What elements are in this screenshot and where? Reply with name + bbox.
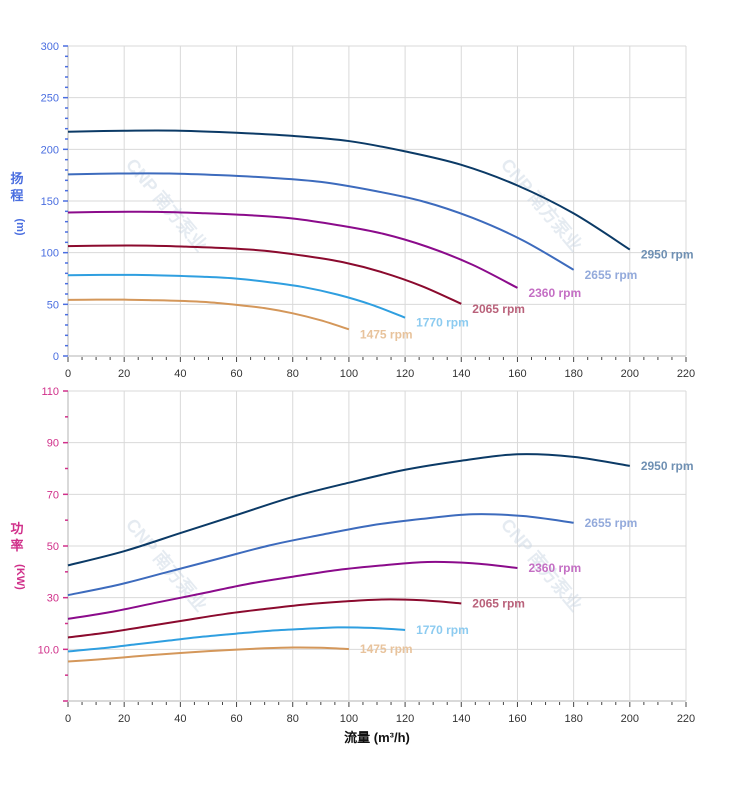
x-tick-label: 20 — [118, 713, 130, 725]
y-tick-label: 100 — [41, 248, 59, 260]
series-label: 2360 rpm — [528, 561, 581, 575]
x-tick-label: 0 — [65, 713, 71, 725]
watermark-logo: CNP 南方泵业 — [122, 154, 212, 255]
series-line-2360-rpm — [67, 210, 518, 289]
series-line-1770-rpm — [67, 273, 406, 319]
series-line-1475-rpm — [67, 298, 350, 331]
x-tick-label: 80 — [287, 713, 299, 725]
x-tick-label: 140 — [452, 713, 470, 725]
y-axis-title: 扬 — [10, 171, 23, 186]
y-tick-label: 10.0 — [38, 644, 59, 656]
series-label: 2065 rpm — [472, 596, 525, 610]
x-tick-label: 160 — [508, 713, 526, 725]
series-label: 2360 rpm — [528, 286, 581, 300]
series-line-2950-rpm — [67, 453, 630, 567]
series-line-2360-rpm — [67, 560, 518, 620]
x-tick-label: 20 — [118, 368, 130, 380]
series-label: 2655 rpm — [585, 516, 638, 530]
x-tick-label: 100 — [340, 713, 358, 725]
y-tick-label: 110 — [41, 386, 59, 398]
series-line-2950-rpm — [67, 129, 631, 251]
x-tick-label: 80 — [287, 368, 299, 380]
x-tick-label: 140 — [452, 368, 470, 380]
x-tick-label: 200 — [621, 368, 639, 380]
x-tick-label: 40 — [174, 713, 186, 725]
series-label: 1770 rpm — [416, 623, 469, 637]
series-line-1475-rpm — [67, 646, 349, 663]
x-tick-label: 120 — [396, 368, 414, 380]
series-label: 2950 rpm — [641, 248, 694, 262]
series-label: 1475 rpm — [360, 327, 413, 341]
x-tick-label: 180 — [564, 713, 582, 725]
y-tick-label: 150 — [41, 196, 59, 208]
series-label: 2655 rpm — [585, 268, 638, 282]
y-tick-label: 200 — [41, 144, 59, 156]
series-label: 1770 rpm — [416, 316, 469, 330]
y-axis-title: 功 — [10, 521, 23, 536]
y-tick-label: 30 — [47, 593, 59, 605]
series-label: 1475 rpm — [360, 642, 413, 656]
y-tick-label: 90 — [47, 438, 59, 450]
x-tick-label: 220 — [677, 713, 695, 725]
x-tick-label: 160 — [508, 368, 526, 380]
x-tick-label: 120 — [396, 713, 414, 725]
x-tick-label: 0 — [65, 368, 71, 380]
y-axis-title: (KW) — [14, 564, 26, 590]
y-tick-label: 50 — [47, 299, 59, 311]
series-line-2655-rpm — [67, 172, 575, 271]
x-tick-label: 100 — [340, 368, 358, 380]
y-tick-label: 70 — [47, 489, 59, 501]
y-tick-label: 0 — [53, 351, 59, 363]
x-tick-label: 220 — [677, 368, 695, 380]
y-axis-title: 率 — [10, 538, 23, 553]
series-line-2065-rpm — [67, 244, 462, 305]
series-label: 2065 rpm — [472, 302, 525, 316]
series-line-2655-rpm — [67, 513, 574, 597]
y-tick-label: 250 — [41, 93, 59, 105]
x-tick-label: 40 — [174, 368, 186, 380]
series-line-1770-rpm — [67, 626, 406, 653]
x-tick-label: 60 — [230, 368, 242, 380]
x-tick-label: 200 — [621, 713, 639, 725]
x-tick-label: 60 — [230, 713, 242, 725]
x-axis-title: 流量 (m³/h) — [344, 730, 410, 745]
series-label: 2950 rpm — [641, 459, 694, 473]
series-line-2065-rpm — [67, 598, 462, 639]
y-axis-title: (m) — [14, 218, 26, 235]
y-tick-label: 50 — [47, 541, 59, 553]
y-axis-title: 程 — [10, 188, 23, 203]
y-tick-label: 300 — [41, 41, 59, 53]
x-tick-label: 180 — [564, 368, 582, 380]
